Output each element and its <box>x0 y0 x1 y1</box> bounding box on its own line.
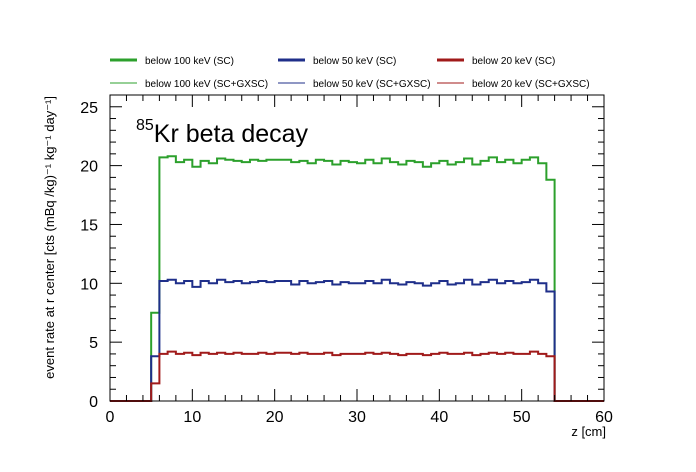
x-tick-label: 30 <box>348 409 366 426</box>
y-tick-label: 20 <box>80 159 98 176</box>
legend-label: below 100 keV (SC+GXSC) <box>145 79 268 90</box>
y-tick-label: 15 <box>80 217 98 234</box>
annotation-label: 85Kr beta decay <box>136 117 309 148</box>
x-tick-label: 20 <box>266 409 284 426</box>
x-axis-label: z [cm] <box>571 424 606 439</box>
y-tick-label: 25 <box>80 100 98 117</box>
legend-label: below 50 keV (SC) <box>313 56 396 67</box>
x-tick-label: 60 <box>595 409 613 426</box>
series-below-100-kev-sc <box>110 155 604 402</box>
plot-area: 0 10 20 30 40 50 60 0 5 10 15 20 25 <box>80 94 613 426</box>
series-below-20-kev-sc <box>110 350 604 402</box>
annotation-superscript: 85 <box>136 117 154 134</box>
y-tick-label: 10 <box>80 276 98 293</box>
series-layer <box>110 155 604 402</box>
legend-label: below 20 keV (SC+GXSC) <box>472 79 590 90</box>
x-tick-label: 40 <box>430 409 448 426</box>
legend-label: below 20 keV (SC) <box>472 56 555 67</box>
y-axis-label: event rate at r center [cts (mBq /kg)⁻¹ … <box>42 96 57 379</box>
series-below-50-kev-sc <box>110 278 604 402</box>
y-tick-label: 5 <box>89 335 98 352</box>
axes-layer: 0 10 20 30 40 50 60 0 5 10 15 20 25 <box>80 94 613 426</box>
x-tick-label: 10 <box>183 409 201 426</box>
legend-label: below 100 keV (SC) <box>145 56 234 67</box>
y-tick-label: 0 <box>89 394 98 411</box>
x-tick-label: 50 <box>513 409 531 426</box>
legend-label: below 50 keV (SC+GXSC) <box>313 79 431 90</box>
annotation-text: Kr beta decay <box>154 120 309 148</box>
x-tick-label: 0 <box>106 409 115 426</box>
chart-legend: below 100 keV (SC) below 50 keV (SC) below… <box>110 56 590 90</box>
